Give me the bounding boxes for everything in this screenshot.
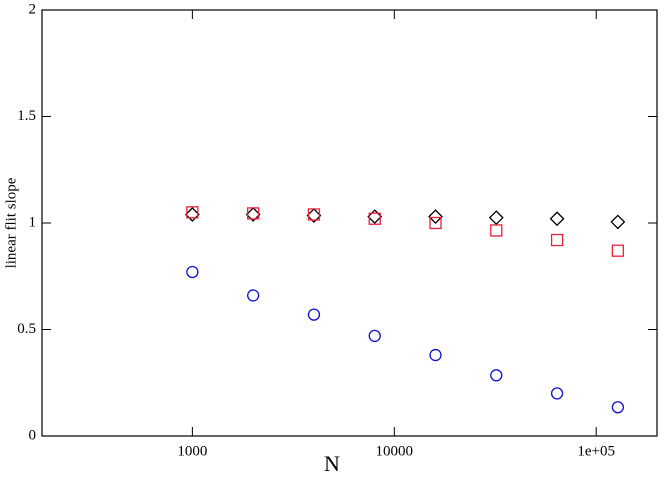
point: [611, 244, 625, 257]
point: [550, 387, 564, 400]
point: [550, 233, 564, 247]
point: [247, 207, 260, 220]
point: [610, 214, 626, 230]
y-tick-label: 0.5: [17, 321, 36, 337]
point: [368, 329, 381, 343]
point: [245, 207, 261, 222]
y-tick-label: 1.5: [17, 108, 36, 124]
x-tick-label: 1000: [177, 443, 207, 459]
y-tick-label: 2: [29, 1, 37, 17]
point: [490, 369, 503, 382]
y-axis-label: linear flit slope: [3, 177, 19, 268]
y-tick-label: 0: [29, 427, 37, 443]
point: [306, 208, 322, 223]
point: [549, 211, 565, 227]
point: [490, 224, 503, 237]
point: [488, 210, 504, 226]
point: [368, 212, 381, 225]
plot-frame: [41, 9, 658, 437]
point: [611, 401, 625, 414]
point: [184, 207, 200, 222]
point: [247, 289, 260, 302]
point: [307, 308, 321, 321]
point: [367, 209, 383, 225]
point: [429, 216, 442, 230]
point: [428, 209, 443, 225]
y-tick-label: 1: [29, 214, 37, 230]
point: [429, 348, 442, 362]
point: [307, 208, 321, 221]
x-tick-label: 10000: [376, 443, 414, 459]
point: [186, 265, 199, 279]
point: [186, 206, 199, 219]
x-axis-label: N: [324, 451, 340, 476]
x-tick-label: 1e+05: [577, 443, 615, 459]
